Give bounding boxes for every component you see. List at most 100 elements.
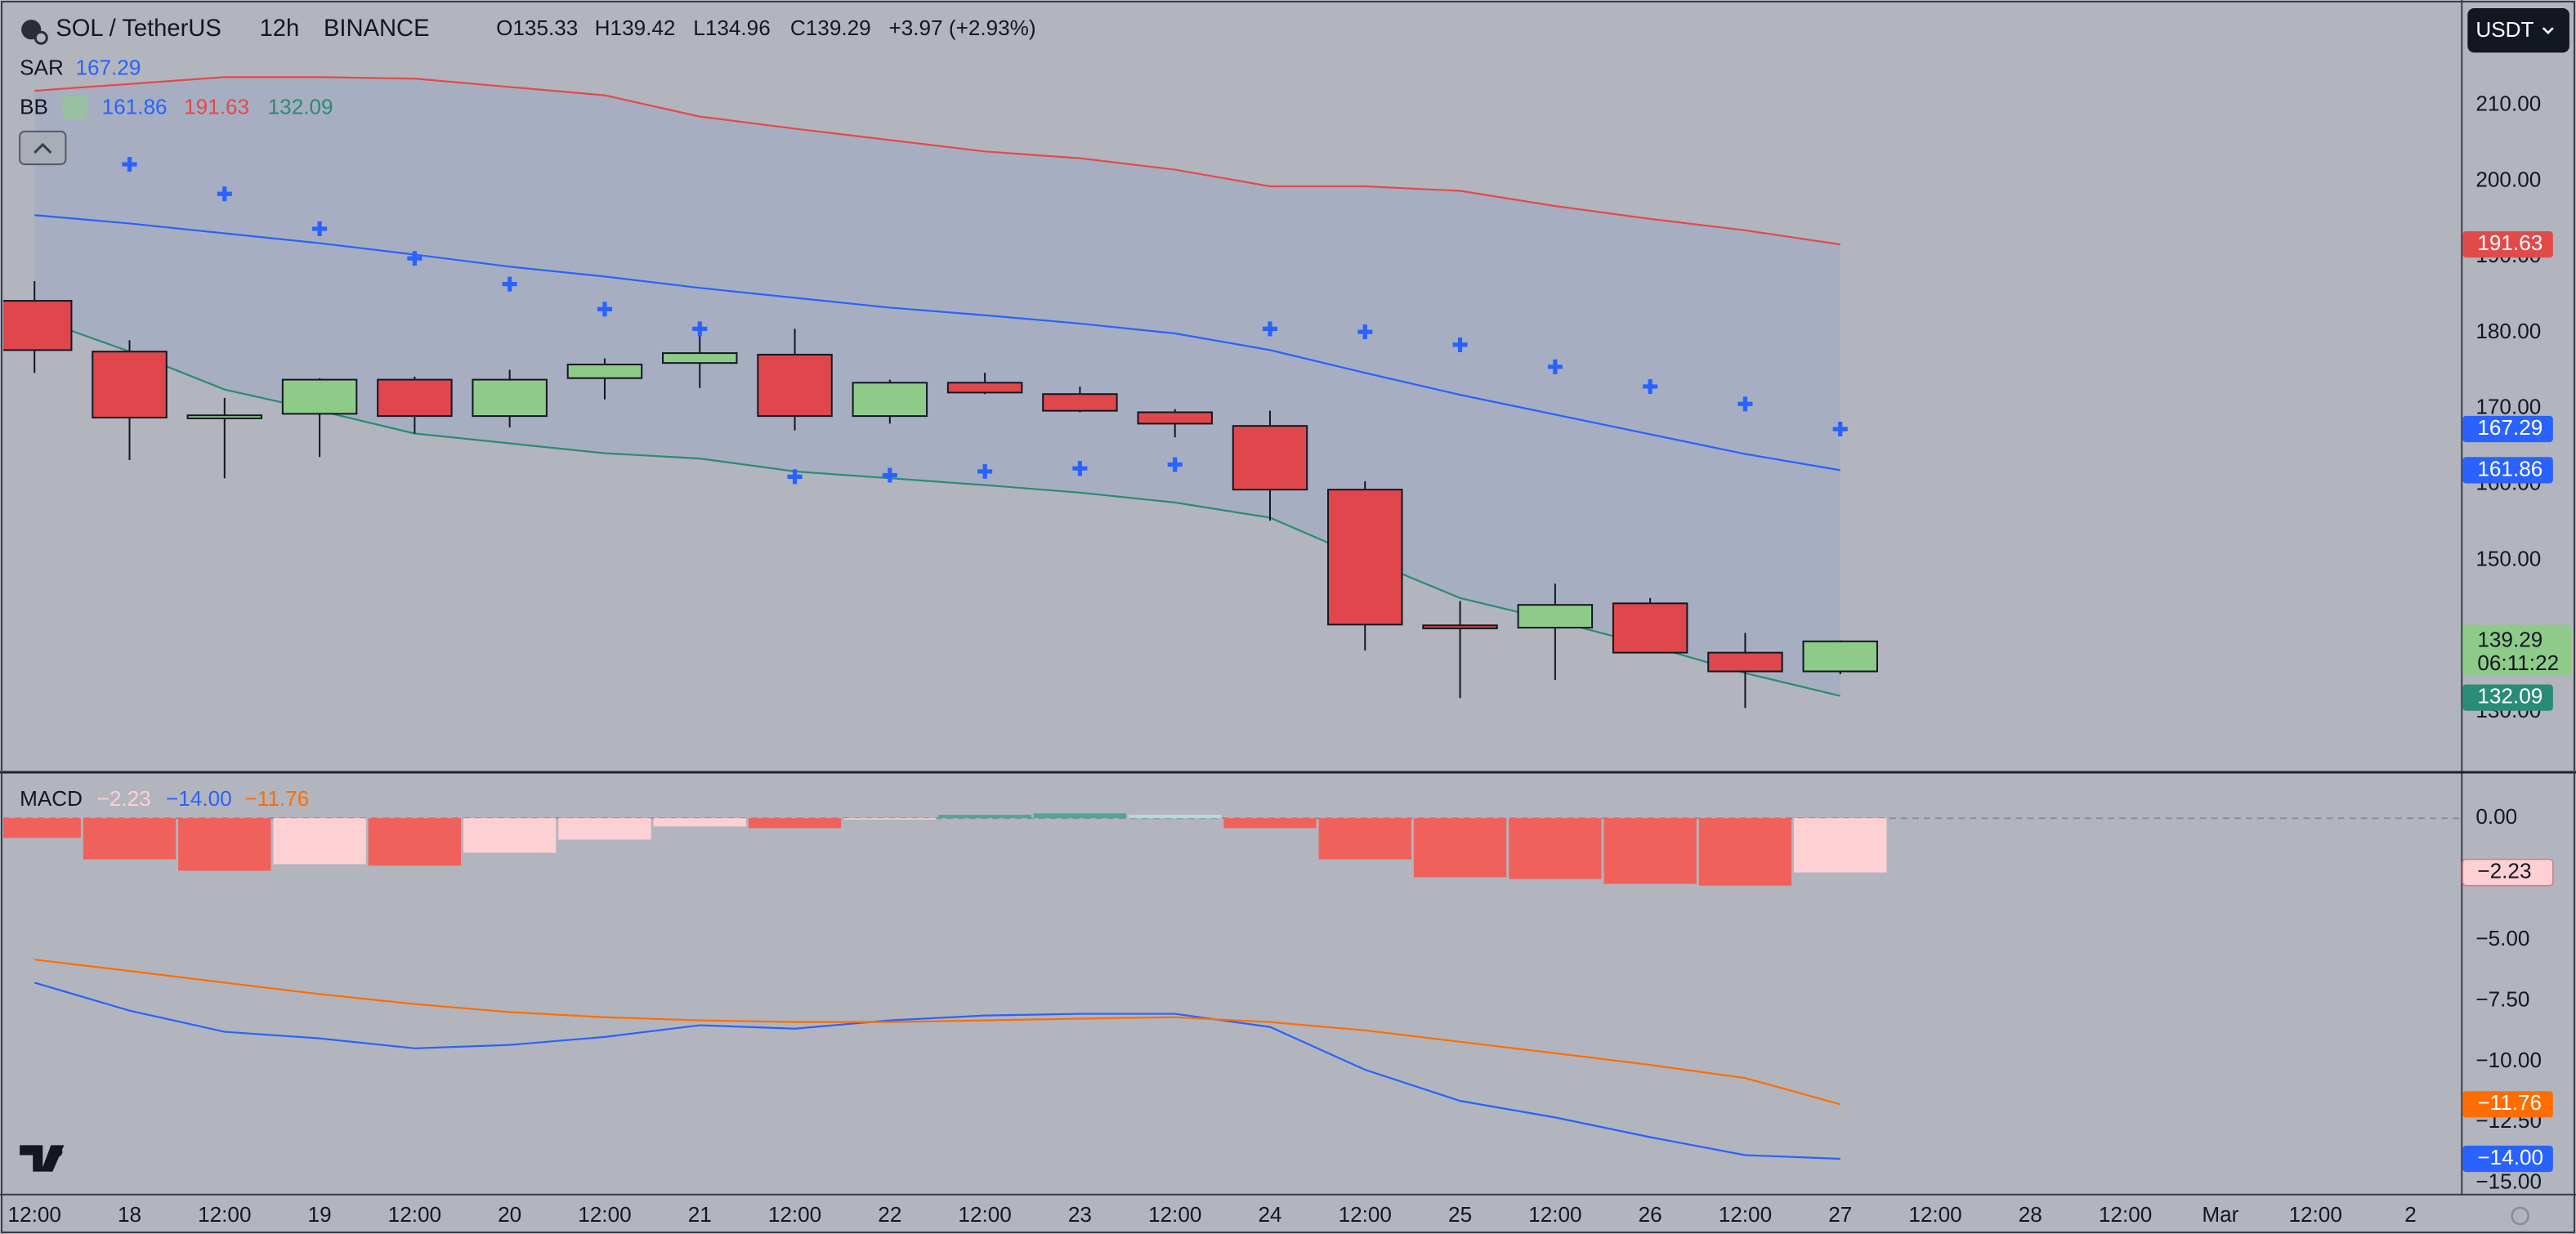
price-tag <box>2462 457 2553 484</box>
ohlc-label: C <box>790 16 806 40</box>
candle-body <box>566 364 643 379</box>
settings-icon[interactable] <box>2511 1206 2530 1226</box>
x-tick-label: 27 <box>1828 1202 1852 1227</box>
candle-body <box>1042 393 1118 412</box>
currency[interactable]: USDT <box>2475 17 2534 42</box>
candle-body <box>92 351 168 418</box>
indicator-name[interactable]: MACD <box>20 786 83 811</box>
price-tag-label: 191.63 <box>2477 230 2542 255</box>
y-tick-label: 170.00 <box>2475 395 2541 419</box>
price-pane <box>3 76 1878 709</box>
candle-body <box>377 378 453 418</box>
x-tick-label: 12:00 <box>1528 1202 1581 1227</box>
sar-point <box>1737 396 1753 412</box>
histogram-bar <box>843 818 937 820</box>
ohlc-value: 135.33 <box>512 16 578 40</box>
exchange-logo <box>34 30 48 45</box>
ohlc-value: 134.96 <box>705 16 771 40</box>
macd-line <box>34 981 1840 1160</box>
sar-point <box>882 467 897 483</box>
sar-point <box>597 302 613 317</box>
x-tick-label: 22 <box>878 1202 901 1227</box>
histogram-bar <box>748 818 842 829</box>
histogram-bar <box>83 818 177 860</box>
histogram-bar <box>178 818 271 871</box>
sar-point <box>122 157 137 172</box>
sar-point <box>692 321 708 337</box>
ohlc-label: H <box>595 16 610 40</box>
histogram-bar <box>1698 818 1792 886</box>
price-tag <box>2462 858 2554 887</box>
histogram-bar <box>368 818 462 866</box>
price-tag <box>2462 231 2553 258</box>
ohlc-label: O <box>496 16 512 40</box>
sar-point <box>1262 321 1278 337</box>
price-tag-label: 167.29 <box>2477 415 2542 440</box>
y-tick-label: −5.00 <box>2475 926 2529 950</box>
histogram-bar <box>1033 813 1127 819</box>
indicator-value: 167.29 <box>75 55 141 79</box>
histogram-bar <box>558 818 651 840</box>
change: +3.97 (+2.93%) <box>889 16 1036 40</box>
x-tick-label: 12:00 <box>388 1202 441 1227</box>
sar-point <box>1832 421 1848 437</box>
sar-point <box>217 186 232 202</box>
y-tick-label: −10.00 <box>2475 1048 2542 1072</box>
price-tag-label: −14.00 <box>2477 1145 2543 1169</box>
collapse-icon <box>34 142 52 154</box>
sar-point <box>1643 378 1658 394</box>
collapse-button[interactable] <box>19 130 67 166</box>
sar-point <box>1072 461 1088 476</box>
histogram-bar <box>653 818 746 827</box>
candle-body <box>1422 624 1498 629</box>
indicator-name[interactable]: BB <box>20 95 48 119</box>
candle-body <box>281 378 358 415</box>
candle-body <box>1612 602 1688 654</box>
sar-point <box>502 276 517 292</box>
sar-point <box>1167 457 1183 472</box>
indicator-value: −11.76 <box>245 786 310 811</box>
candle-body <box>946 382 1023 394</box>
indicator-source-icon[interactable] <box>62 95 87 120</box>
bb-line <box>34 76 1840 246</box>
exchange: BINANCE <box>324 16 430 42</box>
ohlc-value: 139.42 <box>610 16 676 40</box>
x-tick-label: 18 <box>118 1202 141 1227</box>
histogram-bar <box>1129 815 1222 819</box>
candle-body <box>1802 640 1878 673</box>
x-tick-label: 19 <box>308 1202 332 1227</box>
price-tag <box>2462 1091 2553 1118</box>
price-tag <box>2462 415 2553 443</box>
price-tag-label: −11.76 <box>2477 1090 2542 1115</box>
x-tick-label: 12:00 <box>768 1202 821 1227</box>
currency-button[interactable] <box>2467 8 2569 53</box>
sar-point <box>1547 359 1563 374</box>
histogram-bar <box>273 818 366 865</box>
legend-header: SOL / TetherUS 12h BINANCE O135.33 H139.… <box>56 16 1035 42</box>
brand-logo-dot <box>52 1147 63 1157</box>
x-tick-label: 12:00 <box>1719 1202 1772 1227</box>
x-tick-label: 20 <box>498 1202 521 1227</box>
x-tick-label: 21 <box>688 1202 712 1227</box>
ohlc-label: L <box>693 16 705 40</box>
x-tick-label: 12:00 <box>1908 1202 1961 1227</box>
candle-body <box>186 414 263 419</box>
candle-body <box>472 378 548 418</box>
y-tick-label: 200.00 <box>2475 167 2541 191</box>
price-tag <box>2462 1145 2553 1173</box>
sar-point <box>787 469 803 485</box>
histogram-bar <box>1318 818 1411 860</box>
indicator-value: 191.63 <box>184 95 249 119</box>
countdown: 06:11:22 <box>2477 651 2559 675</box>
histogram-bar <box>1603 818 1697 884</box>
histogram-bar <box>1223 818 1317 829</box>
x-tick-label: 12:00 <box>1339 1202 1392 1227</box>
ohlc-value: 139.29 <box>806 16 871 40</box>
histogram-bar <box>1794 818 1887 873</box>
x-tick-label: Mar <box>2202 1202 2238 1227</box>
interval[interactable]: 12h <box>260 16 300 42</box>
indicator-name[interactable]: SAR <box>20 55 64 79</box>
symbol[interactable]: SOL / TetherUS <box>56 16 221 42</box>
